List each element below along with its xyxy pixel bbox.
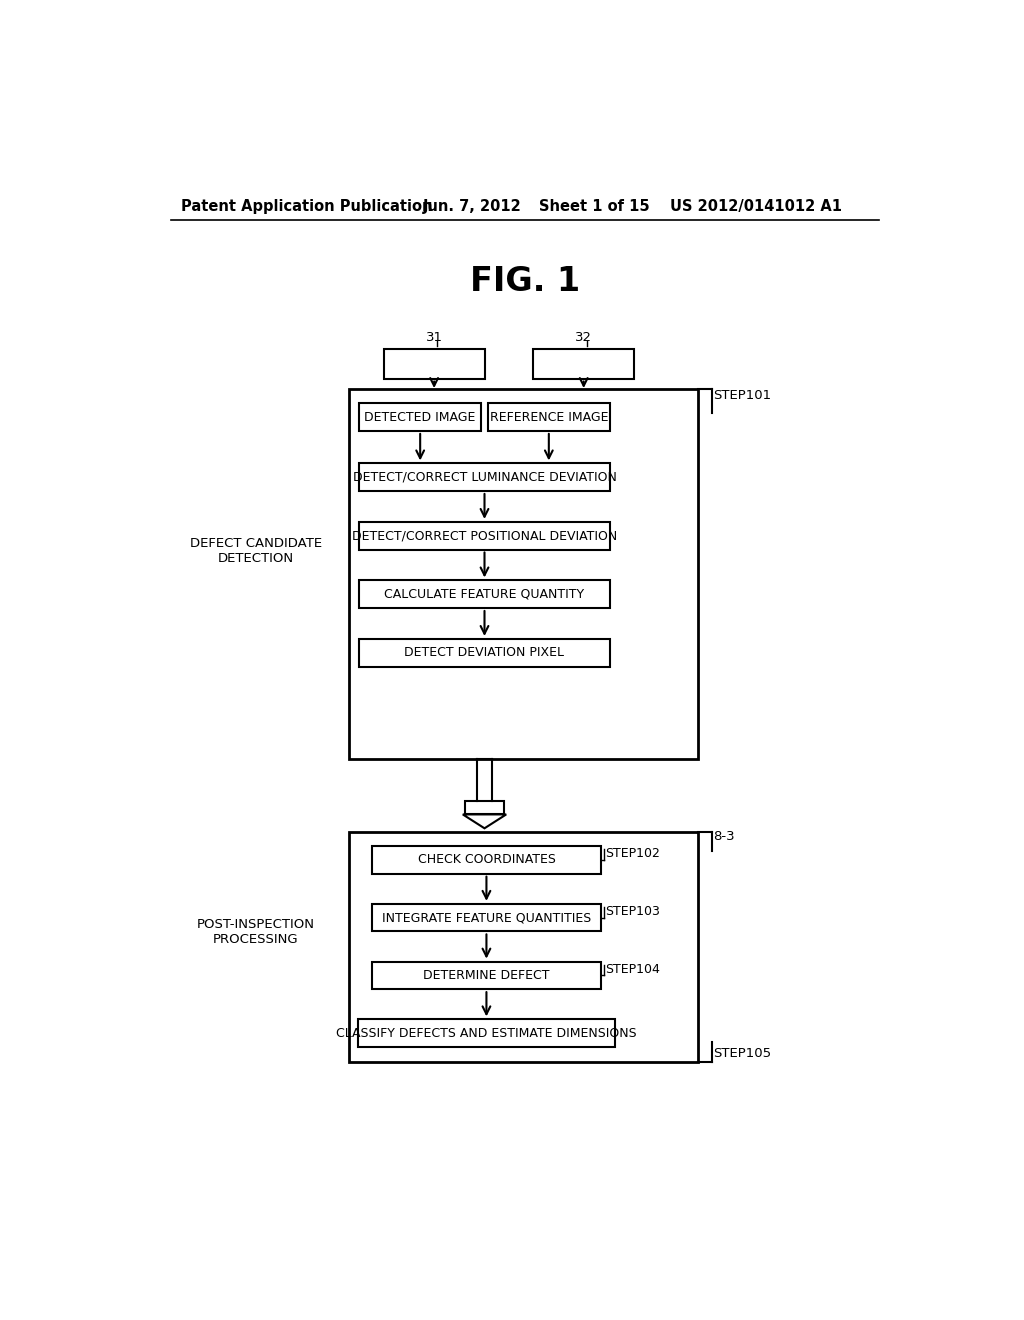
Text: DETECTED IMAGE: DETECTED IMAGE xyxy=(365,411,476,424)
Text: REFERENCE IMAGE: REFERENCE IMAGE xyxy=(489,411,608,424)
Bar xyxy=(358,1019,614,1047)
Text: CALCULATE FEATURE QUANTITY: CALCULATE FEATURE QUANTITY xyxy=(384,587,585,601)
Bar xyxy=(384,350,484,379)
Text: Sheet 1 of 15: Sheet 1 of 15 xyxy=(539,198,649,214)
Text: CHECK COORDINATES: CHECK COORDINATES xyxy=(418,853,555,866)
Text: STEP103: STEP103 xyxy=(605,906,660,917)
Text: STEP104: STEP104 xyxy=(605,962,660,975)
Bar xyxy=(359,404,481,430)
Bar xyxy=(372,904,601,932)
Text: US 2012/0141012 A1: US 2012/0141012 A1 xyxy=(671,198,843,214)
Text: 32: 32 xyxy=(575,331,592,345)
Bar xyxy=(372,961,601,989)
Text: STEP102: STEP102 xyxy=(605,847,660,861)
Text: FIG. 1: FIG. 1 xyxy=(470,265,580,298)
Text: Patent Application Publication: Patent Application Publication xyxy=(180,198,432,214)
Text: CLASSIFY DEFECTS AND ESTIMATE DIMENSIONS: CLASSIFY DEFECTS AND ESTIMATE DIMENSIONS xyxy=(336,1027,637,1040)
Text: DEFECT CANDIDATE
DETECTION: DEFECT CANDIDATE DETECTION xyxy=(189,537,322,565)
Text: DETERMINE DEFECT: DETERMINE DEFECT xyxy=(423,969,550,982)
Text: Jun. 7, 2012: Jun. 7, 2012 xyxy=(423,198,521,214)
Bar xyxy=(359,463,610,491)
Bar xyxy=(359,521,610,549)
Bar xyxy=(349,832,697,1061)
Text: STEP105: STEP105 xyxy=(713,1047,771,1060)
Text: POST-INSPECTION
PROCESSING: POST-INSPECTION PROCESSING xyxy=(197,919,314,946)
Polygon shape xyxy=(463,814,506,829)
Bar xyxy=(534,350,634,379)
Text: 31: 31 xyxy=(426,331,442,345)
Text: 8-3: 8-3 xyxy=(713,830,735,843)
Bar xyxy=(359,581,610,609)
Text: DETECT/CORRECT LUMINANCE DEVIATION: DETECT/CORRECT LUMINANCE DEVIATION xyxy=(352,471,616,483)
Bar xyxy=(349,389,697,759)
Bar xyxy=(465,801,504,814)
Bar xyxy=(359,639,610,667)
Text: INTEGRATE FEATURE QUANTITIES: INTEGRATE FEATURE QUANTITIES xyxy=(382,911,591,924)
Text: DETECT/CORRECT POSITIONAL DEVIATION: DETECT/CORRECT POSITIONAL DEVIATION xyxy=(352,529,617,543)
Bar xyxy=(372,846,601,874)
Text: DETECT DEVIATION PIXEL: DETECT DEVIATION PIXEL xyxy=(404,647,564,659)
Bar xyxy=(487,404,610,430)
Text: STEP101: STEP101 xyxy=(713,389,771,403)
